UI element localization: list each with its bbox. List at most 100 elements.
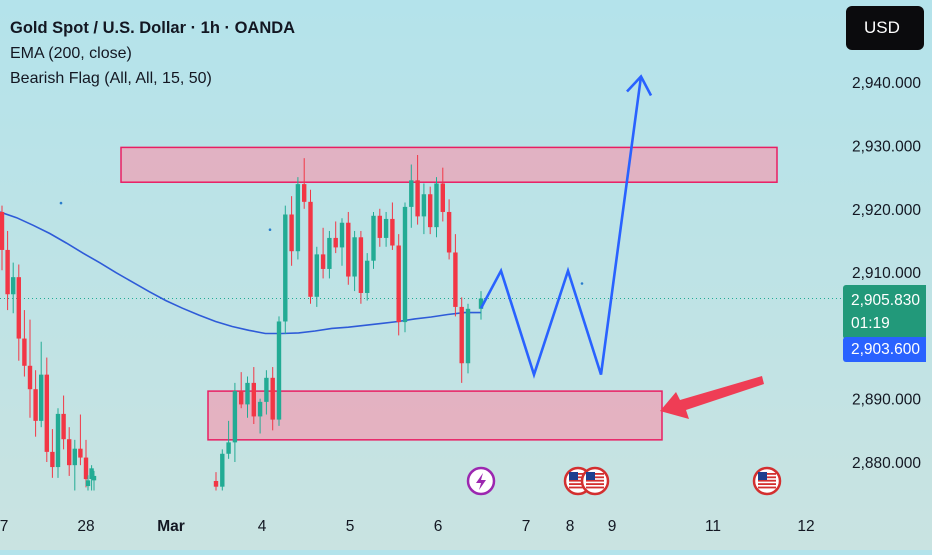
support-zone bbox=[207, 390, 663, 441]
y-tick-label: 2,940.000 bbox=[852, 75, 921, 92]
candle-body bbox=[276, 321, 282, 420]
candle-body bbox=[352, 237, 357, 277]
candle-body bbox=[390, 218, 395, 246]
flag-stripe bbox=[586, 479, 604, 482]
candle-body bbox=[415, 180, 420, 217]
candle-body bbox=[220, 453, 225, 487]
x-tick-label: 5 bbox=[346, 518, 355, 535]
bar-countdown: 01:19 bbox=[851, 315, 890, 332]
flag-stripe bbox=[569, 483, 587, 485]
candle-body bbox=[78, 448, 83, 458]
x-tick-label: 11 bbox=[705, 518, 721, 535]
candle-body bbox=[478, 298, 484, 309]
candle-body bbox=[383, 218, 389, 238]
candle-body bbox=[295, 184, 301, 252]
candle-body bbox=[264, 377, 269, 402]
candle-body bbox=[61, 413, 66, 440]
candle-body bbox=[251, 382, 256, 417]
candle-body bbox=[371, 215, 376, 261]
projection-layer bbox=[479, 74, 653, 379]
ema-layer bbox=[0, 211, 481, 335]
flag-stripe bbox=[586, 483, 604, 485]
us-flag-event-icon bbox=[580, 466, 610, 496]
ema-200-line bbox=[0, 211, 481, 335]
ema-price-tag: 2,903.600 bbox=[843, 337, 926, 362]
candle-body bbox=[5, 249, 10, 295]
candle-body bbox=[91, 475, 97, 481]
candle-body bbox=[346, 222, 351, 277]
candle-body bbox=[85, 480, 91, 487]
candle-body bbox=[428, 194, 433, 228]
event-layer bbox=[466, 466, 782, 496]
candle-body bbox=[402, 206, 408, 323]
candle-body bbox=[39, 374, 44, 421]
us-flag-event-icon bbox=[752, 466, 782, 496]
x-tick-label: 4 bbox=[258, 518, 267, 535]
x-tick-label: 8 bbox=[566, 518, 575, 535]
candle-body bbox=[465, 308, 471, 364]
candle-body bbox=[213, 480, 219, 487]
candle-body bbox=[0, 211, 5, 250]
y-tick-label: 2,920.000 bbox=[852, 202, 921, 219]
candle-body bbox=[27, 365, 33, 390]
y-tick-label: 2,930.000 bbox=[852, 139, 921, 156]
candle-body bbox=[358, 237, 364, 293]
y-tick-label: 2,910.000 bbox=[852, 265, 921, 282]
y-tick-label: 2,890.000 bbox=[852, 392, 921, 409]
ema-indicator-label[interactable]: EMA (200, close) bbox=[10, 45, 132, 62]
candle-body bbox=[453, 252, 458, 307]
flag-stripe bbox=[758, 479, 776, 482]
flag-stripe bbox=[758, 486, 776, 489]
candle-body bbox=[270, 377, 275, 420]
candle-body bbox=[83, 457, 89, 480]
candle-body bbox=[245, 382, 250, 405]
candle-body bbox=[377, 215, 382, 238]
signal-dot bbox=[268, 228, 272, 231]
candle-body bbox=[11, 277, 16, 295]
flag-stripe bbox=[569, 479, 587, 482]
candle-body bbox=[226, 442, 231, 454]
candle-body bbox=[327, 237, 332, 269]
last-price-tag: 2,905.830 01:19 bbox=[843, 285, 926, 339]
resistance-zone bbox=[120, 146, 778, 183]
flag-stripe bbox=[586, 486, 604, 489]
arrow-layer bbox=[660, 376, 764, 419]
candle-body bbox=[33, 389, 38, 421]
candle-body bbox=[22, 338, 27, 366]
axis-layer: 2,880.000 2,890.000 2,910.000 2,920.000 2,93… bbox=[0, 75, 921, 535]
x-tick-label: 6 bbox=[434, 518, 443, 535]
candle-body bbox=[446, 211, 452, 253]
candle-body bbox=[16, 277, 21, 339]
candle-body bbox=[50, 451, 55, 468]
projection-path bbox=[479, 76, 643, 379]
candle-body bbox=[289, 214, 294, 252]
support-arrow bbox=[660, 376, 764, 419]
candle-body bbox=[239, 391, 244, 405]
candle-body bbox=[232, 391, 238, 443]
candle-body bbox=[421, 194, 427, 217]
candle-body bbox=[72, 448, 77, 466]
flag-canton bbox=[569, 472, 578, 480]
flag-stripe bbox=[758, 483, 776, 485]
candle-body bbox=[320, 254, 326, 269]
candle-body bbox=[55, 413, 61, 468]
signal-dot bbox=[59, 201, 63, 205]
x-tick-label: 7 bbox=[522, 518, 531, 535]
candle-body bbox=[44, 374, 49, 452]
x-tick-label: 12 bbox=[797, 518, 814, 535]
bearish-flag-indicator-label[interactable]: Bearish Flag (All, All, 15, 50) bbox=[10, 70, 212, 87]
candle-body bbox=[314, 254, 319, 297]
chart-legend: Gold Spot / U.S. Dollar · 1h · OANDA EMA… bbox=[10, 16, 295, 91]
candle-body bbox=[409, 180, 414, 207]
candle-body bbox=[339, 222, 345, 248]
candle-body bbox=[365, 260, 370, 293]
candle-layer bbox=[0, 154, 584, 491]
lightning-bolt bbox=[476, 473, 486, 490]
last-price-value: 2,905.830 bbox=[851, 292, 920, 309]
flag-canton bbox=[758, 472, 767, 480]
flag-stripe bbox=[569, 486, 587, 489]
symbol-title[interactable]: Gold Spot / U.S. Dollar · 1h · OANDA bbox=[10, 19, 296, 37]
currency-button[interactable]: USD bbox=[846, 6, 924, 50]
